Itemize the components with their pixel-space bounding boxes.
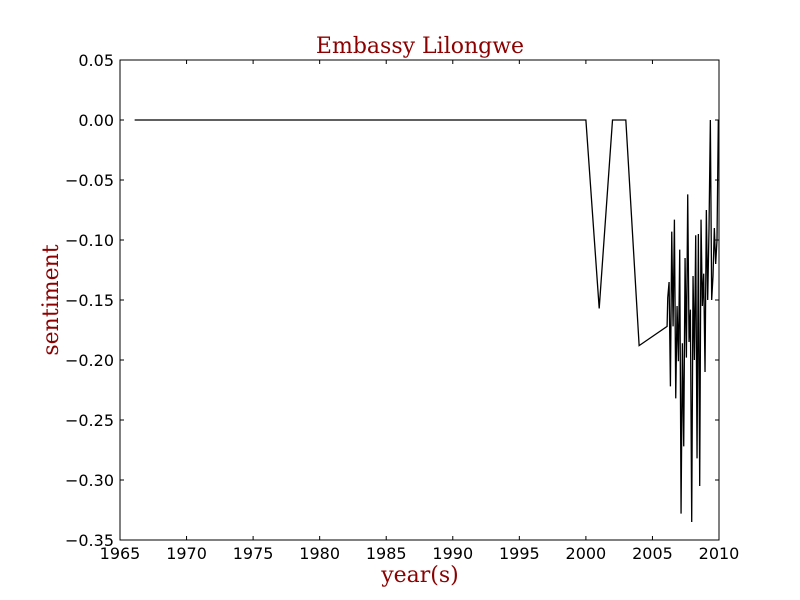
chart-title: Embassy Lilongwe: [316, 34, 524, 59]
x-tick-label: 2010: [699, 544, 740, 563]
x-tick-label: 1975: [233, 544, 274, 563]
plot-background: [120, 60, 719, 540]
y-tick-label: 0.00: [78, 111, 114, 130]
x-tick-label: 1985: [366, 544, 407, 563]
y-tick-label: −0.20: [65, 351, 114, 370]
x-axis: 1965 1970 1975 1980 1985 1990 1995 2000 2005 2010: [100, 60, 740, 563]
x-tick-label: 2000: [566, 544, 607, 563]
x-tick-label: 1995: [499, 544, 540, 563]
plot-area: [119, 59, 720, 541]
x-axis-title: year(s): [380, 563, 459, 588]
x-tick-label: 2005: [632, 544, 673, 563]
x-tick-label: 1980: [299, 544, 340, 563]
y-tick-label: −0.30: [65, 471, 114, 490]
x-tick-label: 1970: [166, 544, 207, 563]
y-tick-label: −0.10: [65, 231, 114, 250]
y-axis: 0.05 0.00 −0.05 −0.10 −0.15 −0.20 −0.25 −0.30 −0…: [65, 51, 719, 550]
y-tick-label: −0.25: [65, 411, 114, 430]
y-tick-label: −0.35: [65, 531, 114, 550]
y-tick-label: −0.15: [65, 291, 114, 310]
y-tick-label: 0.05: [78, 51, 114, 70]
x-tick-label: 1965: [100, 544, 141, 563]
y-tick-label: −0.05: [65, 171, 114, 190]
y-axis-title: sentiment: [39, 244, 64, 355]
x-tick-label: 1990: [432, 544, 473, 563]
sentiment-line: [134, 119, 719, 523]
